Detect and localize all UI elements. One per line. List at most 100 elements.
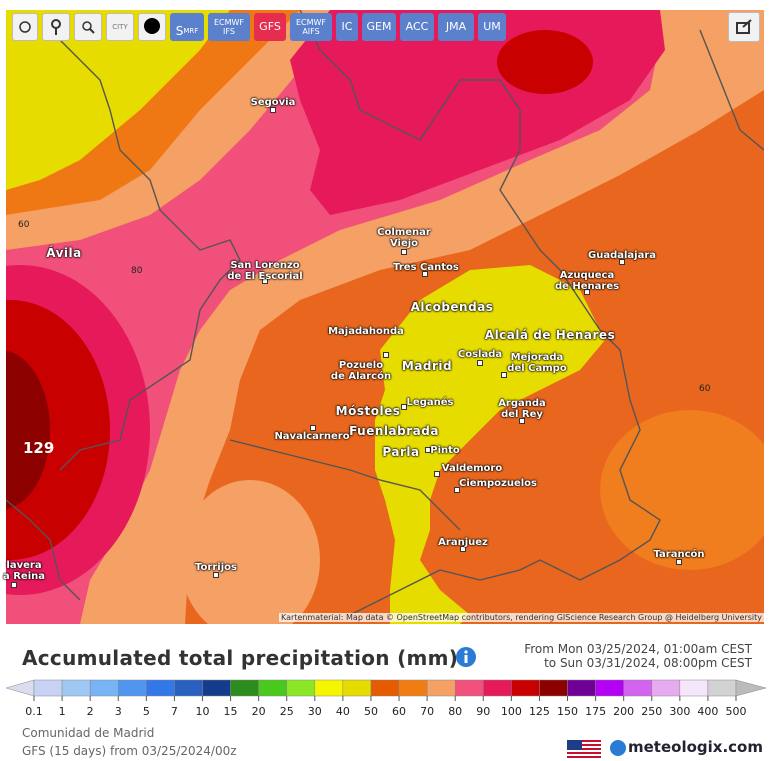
model-label: UM	[483, 20, 501, 33]
place-label: Mejorada del Campo	[507, 352, 567, 374]
legend-label: 2	[87, 705, 94, 718]
place-label: Móstoles	[335, 404, 401, 418]
place-dot	[454, 487, 460, 493]
model-button[interactable]: ACC	[400, 13, 434, 41]
city-button[interactable]: CITY	[106, 13, 134, 41]
attribution: Kartenmaterial: Map data © OpenStreetMap…	[278, 613, 764, 622]
legend-swatch	[539, 679, 568, 697]
legend-label: 50	[364, 705, 378, 718]
place-label: Navalcarnero	[274, 431, 350, 442]
legend-label: 90	[476, 705, 490, 718]
place-dot	[310, 425, 316, 431]
refresh-button[interactable]	[12, 13, 38, 41]
flag[interactable]	[567, 740, 601, 758]
legend-swatch	[679, 679, 709, 697]
contour-label: 60	[18, 220, 30, 230]
model-button[interactable]: JMA	[438, 13, 474, 41]
period-from: From Mon 03/25/2024, 01:00am CEST	[524, 642, 752, 656]
legend-label: 1	[59, 705, 66, 718]
brand-icon	[610, 740, 626, 756]
legend-swatch	[398, 679, 428, 697]
model-label: AIFS	[302, 27, 320, 36]
place-label: Aranjuez	[438, 537, 488, 548]
legend-label: 200	[613, 705, 634, 718]
legend-swatch	[511, 679, 540, 697]
legend-label: 500	[726, 705, 747, 718]
legend-swatch	[314, 679, 344, 697]
legend-swatch	[483, 679, 512, 697]
legend-label: 70	[420, 705, 434, 718]
period-to: to Sun 03/31/2024, 08:00pm CEST	[544, 656, 752, 670]
legend-swatch	[286, 679, 316, 697]
place-dot	[270, 107, 276, 113]
model-button[interactable]: ECMWF AIFS	[290, 13, 332, 41]
legend-arrow	[5, 679, 35, 697]
brand: meteologix.com	[628, 738, 763, 756]
place-label: lavera a Reina	[2, 560, 46, 582]
legend-swatch	[202, 679, 231, 697]
legend-swatch	[454, 679, 484, 697]
legend-label: 80	[448, 705, 462, 718]
model-button[interactable]: S MRF	[170, 13, 204, 41]
place-dot	[401, 404, 407, 410]
model-button[interactable]: IC	[336, 13, 358, 41]
place-label: Segovia	[250, 97, 296, 108]
contour-label: 80	[131, 266, 143, 276]
legend-swatch	[567, 679, 596, 697]
place-dot	[676, 559, 682, 565]
legend-label: 175	[585, 705, 606, 718]
place-label: Valdemoro	[441, 463, 503, 474]
place-dot	[501, 372, 507, 378]
legend-label: 20	[252, 705, 266, 718]
marker-button[interactable]	[138, 13, 166, 41]
legend-swatch	[174, 679, 203, 697]
legend-label: 300	[669, 705, 690, 718]
model-label: ECMWF	[213, 18, 245, 27]
model-button[interactable]: GEM	[362, 13, 396, 41]
place-dot	[401, 249, 407, 255]
place-dot	[422, 271, 428, 277]
legend-label: 125	[529, 705, 550, 718]
legend-label: 7	[171, 705, 178, 718]
place-label: Tarancón	[653, 549, 705, 560]
legend-label: 3	[115, 705, 122, 718]
place-dot	[584, 289, 590, 295]
info-icon[interactable]	[455, 646, 477, 668]
place-label: Ávila	[46, 246, 82, 260]
zoom-button[interactable]	[74, 13, 102, 41]
legend-swatch	[426, 679, 456, 697]
contour-label: 60	[699, 384, 711, 394]
legend-swatch	[146, 679, 175, 697]
legend-label: 150	[557, 705, 578, 718]
place-dot	[434, 471, 440, 477]
share-button[interactable]	[728, 12, 760, 42]
model-button[interactable]: GFS	[254, 13, 286, 41]
place-label: Majadahonda	[328, 326, 404, 337]
model-button[interactable]: ECMWF IFS	[208, 13, 250, 41]
legend-swatch	[342, 679, 372, 697]
place-label: Pozuelo de Alarcón	[330, 360, 392, 382]
legend-label: 30	[308, 705, 322, 718]
place-dot	[11, 582, 17, 588]
period: From Mon 03/25/2024, 01:00am CEST to Sun …	[524, 642, 752, 670]
place-label: Azuqueca de Henares	[554, 270, 620, 292]
place-dot	[213, 572, 219, 578]
legend-label: 5	[143, 705, 150, 718]
legend-label: 25	[280, 705, 294, 718]
place-label: Parla	[382, 445, 420, 459]
model-button[interactable]: UM	[478, 13, 506, 41]
model-label: ACC	[405, 20, 429, 33]
region: Comunidad de Madrid	[22, 726, 155, 740]
model-label: IC	[341, 20, 353, 33]
place-label: Coslada	[457, 349, 503, 360]
place-label: Tres Cantos	[393, 262, 459, 273]
place-label: Madrid	[401, 359, 453, 373]
title: Accumulated total precipitation (mm)	[22, 646, 459, 670]
place-dot	[619, 259, 625, 265]
legend: 0.1 1 2 3 5 7 10 15 20 25 30 40 50 60 70 80 90 100 125 150 1…	[5, 679, 767, 718]
model-label: ECMWF	[295, 18, 327, 27]
place-dot	[460, 546, 466, 552]
legend-swatch	[230, 679, 259, 697]
location-button[interactable]	[42, 13, 70, 41]
place-label: Alcalá de Henares	[484, 328, 616, 342]
